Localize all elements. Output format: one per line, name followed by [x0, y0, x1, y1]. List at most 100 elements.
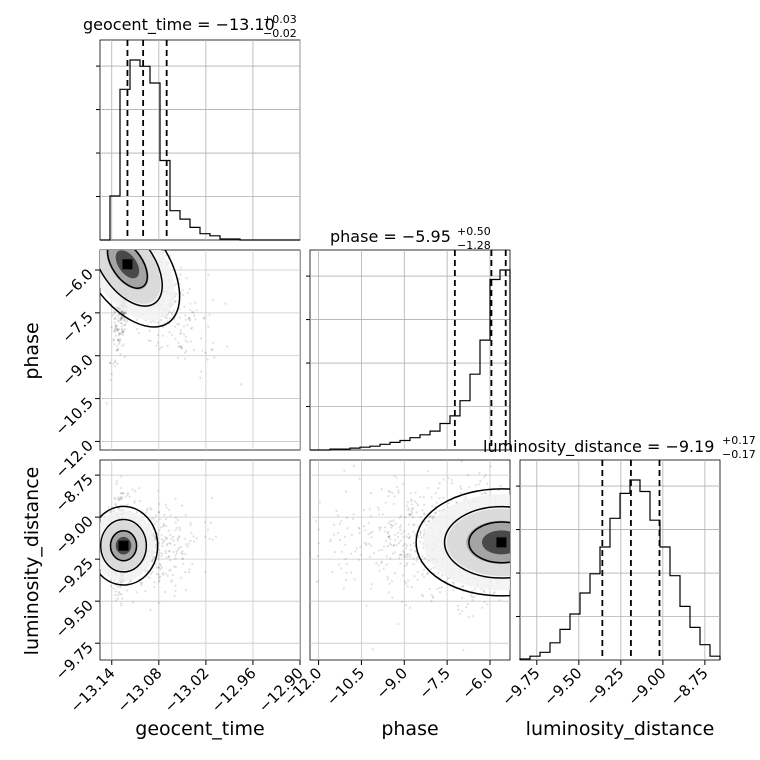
- scatter-point: [409, 492, 412, 495]
- x-tick-label: −9.25: [582, 664, 627, 709]
- title-luminosity-distance-sup: +0.17: [722, 434, 756, 447]
- scatter-point: [499, 485, 502, 488]
- scatter-point: [122, 330, 125, 333]
- title-phase: phase = −5.95: [330, 227, 451, 246]
- scatter-point: [109, 361, 112, 364]
- scatter-point: [206, 358, 209, 361]
- scatter-point: [403, 580, 406, 583]
- scatter-point: [192, 311, 195, 314]
- scatter-point: [396, 531, 400, 534]
- scatter-point: [113, 310, 116, 313]
- scatter-point: [372, 551, 376, 555]
- scatter-point: [120, 602, 123, 605]
- scatter-point: [364, 529, 367, 532]
- scatter-point: [179, 576, 183, 579]
- scatter-point: [176, 323, 179, 326]
- contour-line: [100, 250, 181, 328]
- ylabel-luminosity-distance: luminosity_distance: [21, 467, 43, 656]
- panel-frame: [519, 459, 721, 661]
- scatter-point: [178, 307, 181, 310]
- scatter-point: [116, 597, 119, 600]
- scatter-point: [378, 549, 381, 552]
- scatter-point: [131, 488, 134, 491]
- scatter-point: [458, 612, 461, 616]
- scatter-point: [378, 569, 381, 572]
- hist-panel-phase: [306, 249, 511, 451]
- scatter-point: [370, 583, 373, 586]
- scatter-point: [384, 539, 388, 542]
- scatter-point: [380, 561, 383, 564]
- scatter-point: [407, 507, 410, 510]
- scatter-point: [185, 349, 188, 352]
- scatter-point: [359, 545, 362, 549]
- scatter-point: [126, 503, 129, 506]
- scatter-point: [406, 579, 410, 582]
- scatter-point: [169, 533, 172, 537]
- scatter-point: [145, 511, 148, 514]
- scatter-point: [121, 325, 124, 328]
- scatter-point: [120, 322, 123, 325]
- scatter-point: [391, 552, 395, 555]
- scatter-point: [175, 516, 178, 519]
- scatter-point: [390, 524, 393, 527]
- scatter-point: [169, 568, 172, 571]
- scatter-point: [111, 314, 114, 317]
- hist-step-luminosity_distance: [519, 479, 721, 660]
- scatter-point: [467, 615, 470, 618]
- scatter-point: [113, 343, 116, 346]
- scatter-point: [208, 313, 211, 316]
- scatter-point: [180, 345, 183, 348]
- scatter-point: [153, 555, 156, 559]
- scatter-point: [117, 320, 120, 323]
- scatter-point: [408, 555, 411, 558]
- scatter-point: [187, 542, 190, 545]
- scatter-point: [120, 593, 123, 596]
- scatter-point: [120, 329, 123, 332]
- scatter-point: [114, 316, 117, 319]
- scatter-point: [116, 339, 120, 342]
- scatter-point: [386, 532, 389, 535]
- scatter-point: [142, 241, 144, 243]
- scatter-point: [122, 319, 125, 322]
- scatter-point: [404, 565, 407, 568]
- scatter-point: [393, 533, 397, 536]
- scatter-point: [179, 316, 182, 319]
- scatter-point: [174, 565, 177, 569]
- scatter-point: [406, 501, 409, 504]
- scatter-point: [154, 514, 157, 517]
- scatter-point: [120, 310, 123, 313]
- scatter-point: [362, 525, 365, 528]
- scatter-point: [423, 528, 426, 532]
- scatter-point: [471, 599, 474, 602]
- scatter-point: [116, 330, 119, 333]
- scatter-point: [483, 590, 486, 594]
- scatter-point: [118, 313, 121, 316]
- scatter-point: [112, 587, 115, 590]
- scatter-point: [181, 557, 184, 560]
- scatter-point: [471, 595, 474, 598]
- scatter-point: [382, 545, 385, 548]
- scatter-point: [452, 582, 456, 585]
- scatter-point: [174, 300, 177, 303]
- scatter-point: [421, 573, 424, 576]
- scatter-point: [483, 491, 486, 494]
- scatter-point: [389, 523, 392, 526]
- scatter-point: [159, 567, 162, 571]
- scatter-point: [434, 511, 437, 515]
- scatter-point: [174, 521, 177, 524]
- scatter-point: [167, 529, 170, 532]
- scatter-point: [414, 549, 417, 552]
- scatter-point: [115, 328, 118, 332]
- scatter-point: [410, 499, 413, 503]
- scatter-point: [157, 247, 159, 249]
- hist-panel-geocent_time: [96, 39, 301, 241]
- scatter-point: [409, 498, 413, 501]
- scatter-point: [149, 572, 152, 575]
- scatter-point: [121, 310, 124, 313]
- scatter-point: [384, 526, 387, 529]
- scatter-point: [473, 588, 476, 591]
- scatter-point: [124, 323, 127, 326]
- scatter-point: [329, 540, 332, 543]
- scatter-point: [167, 550, 170, 553]
- scatter-point: [415, 511, 418, 514]
